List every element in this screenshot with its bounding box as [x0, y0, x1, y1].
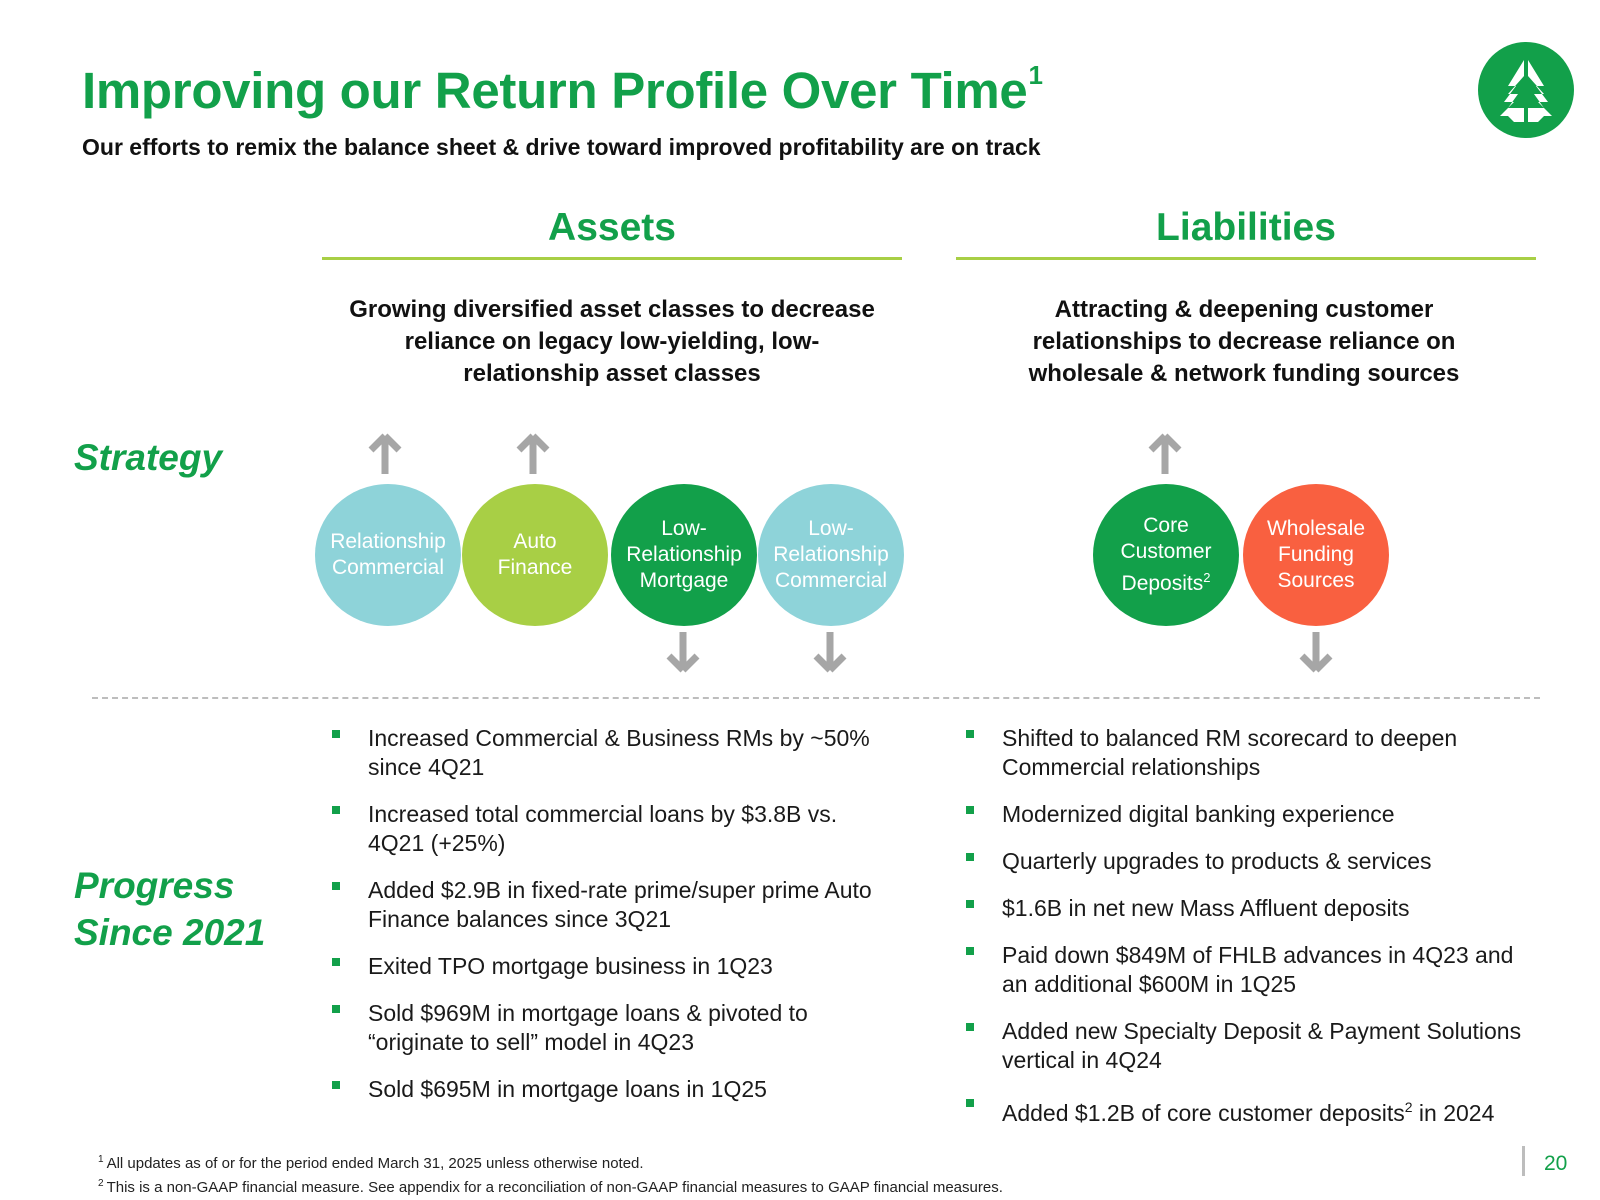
- assets-heading: Assets: [548, 206, 676, 249]
- page-number-divider: [1522, 1146, 1525, 1176]
- bullet-square-icon: [966, 1099, 974, 1107]
- arrow-up-icon: [365, 432, 405, 476]
- arrow-down-icon: [1296, 630, 1336, 674]
- page-number: 20: [1544, 1152, 1568, 1175]
- bubble-core-customer-deposits: Core Customer Deposits2: [1093, 484, 1239, 626]
- bullet-square-icon: [966, 900, 974, 908]
- footnote-2: 2 This is a non-GAAP financial measure. S…: [98, 1178, 1003, 1196]
- bullet-square-icon: [966, 806, 974, 814]
- bubble-low-relationship-commercial-label: Low-Relationship Commercial: [773, 517, 889, 592]
- section-divider: [92, 697, 1540, 699]
- list-item: Shifted to balanced RM scorecard to deep…: [966, 724, 1526, 782]
- footnote-1: 1 All updates as of or for the period end…: [98, 1154, 644, 1172]
- list-item: $1.6B in net new Mass Affluent deposits: [966, 894, 1526, 923]
- bubble-core-customer-deposits-label: Core Customer Deposits: [1120, 514, 1212, 595]
- bullet-square-icon: [966, 1023, 974, 1031]
- strategy-label: Strategy: [74, 437, 223, 478]
- assets-heading-rule: [322, 257, 902, 260]
- list-item: Added $2.9B in fixed-rate prime/super pr…: [332, 876, 872, 934]
- bullet-square-icon: [332, 1081, 340, 1089]
- liabilities-description: Attracting & deepening customer relation…: [1028, 296, 1460, 387]
- bubble-auto-finance: Auto Finance: [462, 484, 608, 626]
- progress-label: Progress Since 2021: [74, 862, 265, 956]
- bubble-wholesale-funding-sources: Wholesale Funding Sources: [1243, 484, 1389, 626]
- list-item: Quarterly upgrades to products & service…: [966, 847, 1526, 876]
- bullet-square-icon: [966, 853, 974, 861]
- bubble-low-relationship-commercial: Low-Relationship Commercial: [758, 484, 904, 626]
- footnotes: 1 All updates as of or for the period end…: [98, 1150, 1003, 1198]
- list-item: Increased Commercial & Business RMs by ~…: [332, 724, 872, 782]
- arrow-up-icon: [513, 432, 553, 476]
- list-item: Sold $969M in mortgage loans & pivoted t…: [332, 999, 872, 1057]
- bullet-square-icon: [332, 806, 340, 814]
- list-item: Added $1.2B of core customer deposits2 i…: [966, 1093, 1526, 1128]
- progress-label-line2: Since 2021: [74, 912, 266, 953]
- arrow-down-icon: [810, 630, 850, 674]
- progress-label-line1: Progress: [74, 865, 235, 906]
- liabilities-heading: Liabilities: [1156, 206, 1336, 249]
- assets-description: Growing diversified asset classes to dec…: [349, 296, 875, 387]
- list-item: Added new Specialty Deposit & Payment So…: [966, 1017, 1526, 1075]
- list-item: Sold $695M in mortgage loans in 1Q25: [332, 1075, 872, 1104]
- footnote-mark: 2: [1404, 1099, 1413, 1115]
- arrow-up-icon: [1145, 432, 1185, 476]
- title-footnote-mark: 1: [1028, 60, 1043, 90]
- bubble-low-relationship-mortgage: Low-Relationship Mortgage: [611, 484, 757, 626]
- page-subtitle: Our efforts to remix the balance sheet &…: [82, 134, 1041, 160]
- bullet-square-icon: [332, 1005, 340, 1013]
- page-title-text: Improving our Return Profile Over Time: [82, 62, 1028, 119]
- bullet-square-icon: [332, 730, 340, 738]
- list-item: Paid down $849M of FHLB advances in 4Q23…: [966, 941, 1526, 999]
- bubble-auto-finance-label: Auto Finance: [497, 530, 573, 579]
- liabilities-progress-list: Shifted to balanced RM scorecard to deep…: [966, 724, 1526, 1128]
- assets-progress-list: Increased Commercial & Business RMs by ~…: [332, 724, 872, 1104]
- bubble-relationship-commercial-label: Relationship Commercial: [330, 530, 446, 579]
- list-item: Increased total commercial loans by $3.8…: [332, 800, 872, 858]
- page-title: Improving our Return Profile Over Time1: [82, 60, 1043, 120]
- liabilities-heading-rule: [956, 257, 1536, 260]
- bullet-square-icon: [966, 947, 974, 955]
- arrow-down-icon: [663, 630, 703, 674]
- footnote-mark: 2: [1203, 570, 1211, 585]
- bullet-square-icon: [332, 882, 340, 890]
- bubble-relationship-commercial: Relationship Commercial: [315, 484, 461, 626]
- bubble-wholesale-funding-sources-label: Wholesale Funding Sources: [1266, 517, 1366, 592]
- list-item: Modernized digital banking experience: [966, 800, 1526, 829]
- bullet-square-icon: [966, 730, 974, 738]
- list-item: Exited TPO mortgage business in 1Q23: [332, 952, 872, 981]
- bubble-low-relationship-mortgage-label: Low-Relationship Mortgage: [626, 517, 742, 592]
- tree-logo-icon: [1478, 42, 1574, 138]
- bullet-square-icon: [332, 958, 340, 966]
